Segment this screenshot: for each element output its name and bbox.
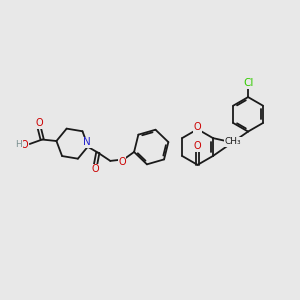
Text: Cl: Cl <box>243 78 253 88</box>
Text: H: H <box>16 140 22 149</box>
Text: O: O <box>194 122 201 132</box>
Text: O: O <box>35 118 43 128</box>
Text: N: N <box>83 137 91 148</box>
Text: O: O <box>118 157 126 167</box>
Text: O: O <box>92 164 99 174</box>
Text: CH₃: CH₃ <box>225 137 241 146</box>
Text: O: O <box>194 141 201 151</box>
Text: O: O <box>20 140 28 150</box>
